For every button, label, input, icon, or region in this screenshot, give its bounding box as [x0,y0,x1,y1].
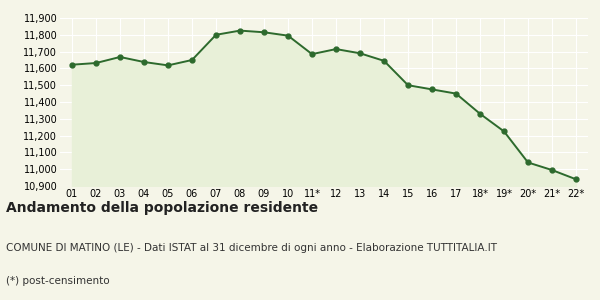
Text: Andamento della popolazione residente: Andamento della popolazione residente [6,201,318,215]
Text: COMUNE DI MATINO (LE) - Dati ISTAT al 31 dicembre di ogni anno - Elaborazione TU: COMUNE DI MATINO (LE) - Dati ISTAT al 31… [6,243,497,253]
Text: (*) post-censimento: (*) post-censimento [6,276,110,286]
